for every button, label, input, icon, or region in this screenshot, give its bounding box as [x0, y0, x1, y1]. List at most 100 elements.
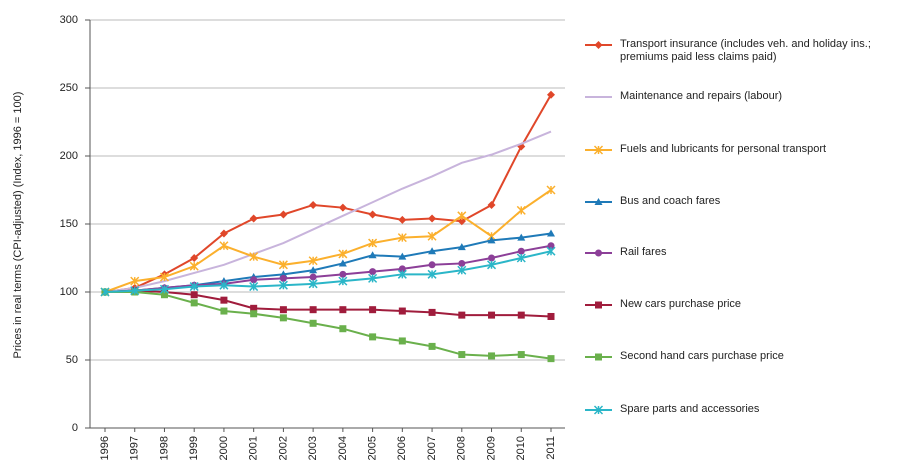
- marker: [338, 259, 347, 267]
- y-tick-label: 300: [60, 14, 78, 26]
- marker: [190, 291, 198, 299]
- marker: [339, 306, 347, 314]
- marker: [249, 282, 259, 292]
- marker: [278, 260, 288, 270]
- legend-item: [585, 198, 612, 205]
- marker: [594, 198, 603, 205]
- marker: [249, 214, 258, 223]
- marker: [308, 279, 318, 289]
- marker: [516, 253, 526, 263]
- x-tick-label: 2003: [307, 436, 319, 460]
- y-tick-label: 150: [60, 218, 78, 230]
- marker: [339, 325, 347, 333]
- marker: [250, 304, 258, 312]
- marker: [488, 352, 496, 360]
- marker: [398, 307, 406, 315]
- marker: [595, 353, 602, 361]
- y-axis-label: Prices in real terms (CPI-adjusted) (Ind…: [12, 92, 24, 359]
- marker: [130, 276, 140, 286]
- marker: [546, 246, 556, 256]
- marker: [369, 333, 377, 341]
- series-line: [104, 94, 552, 293]
- marker: [595, 301, 602, 309]
- marker: [487, 236, 496, 244]
- x-tick-label: 2008: [456, 436, 468, 460]
- legend-item: [585, 353, 612, 361]
- x-tick-label: 1999: [188, 436, 200, 460]
- legend-label: Fuels and lubricants for personal transp…: [620, 143, 827, 155]
- marker: [219, 241, 229, 251]
- marker: [338, 249, 348, 259]
- series-line: [104, 130, 552, 293]
- legend-label: Rail fares: [620, 246, 667, 258]
- x-tick-label: 2007: [426, 436, 438, 460]
- series-line: [104, 250, 552, 293]
- series-line: [104, 289, 552, 318]
- x-tick-label: 1997: [129, 436, 141, 460]
- x-tick-label: 1998: [158, 436, 170, 460]
- marker: [517, 351, 525, 359]
- marker: [458, 311, 466, 319]
- marker: [309, 306, 317, 314]
- marker: [595, 249, 602, 257]
- marker: [547, 355, 555, 363]
- series-line: [105, 291, 552, 360]
- marker: [398, 252, 407, 260]
- marker: [279, 306, 287, 314]
- y-tick-label: 200: [60, 150, 78, 162]
- legend-item: [585, 145, 612, 155]
- marker: [338, 276, 348, 286]
- marker: [220, 296, 228, 304]
- marker: [249, 252, 259, 262]
- marker: [517, 233, 526, 241]
- marker: [398, 337, 406, 345]
- legend-label: Maintenance and repairs (labour): [620, 90, 783, 102]
- marker: [428, 214, 437, 223]
- marker: [397, 233, 407, 243]
- marker: [130, 286, 140, 296]
- x-tick-label: 2005: [367, 436, 379, 460]
- x-tick-label: 2011: [545, 436, 557, 460]
- legend-item: [585, 249, 612, 257]
- marker: [427, 231, 437, 241]
- marker: [398, 215, 407, 224]
- legend-label: New cars purchase price: [620, 298, 742, 310]
- marker: [250, 310, 258, 318]
- marker: [458, 259, 466, 267]
- y-tick-label: 100: [60, 286, 78, 298]
- marker: [190, 299, 198, 307]
- marker: [547, 312, 555, 320]
- legend-item: [585, 41, 612, 49]
- marker: [488, 311, 496, 319]
- marker: [593, 145, 604, 155]
- marker: [547, 242, 555, 250]
- marker: [487, 200, 496, 209]
- marker: [368, 251, 377, 259]
- legend-label: Spare parts and accessories: [620, 403, 760, 415]
- marker: [457, 265, 467, 275]
- marker: [547, 229, 555, 237]
- marker: [219, 280, 229, 290]
- marker: [369, 268, 377, 276]
- marker: [488, 254, 496, 262]
- marker: [279, 274, 287, 282]
- marker: [250, 276, 258, 284]
- x-tick-label: 2006: [396, 436, 408, 460]
- marker: [189, 282, 199, 292]
- y-tick-label: 250: [60, 82, 78, 94]
- legend-label: Second hand cars purchase price: [620, 350, 784, 362]
- legend-item: [585, 301, 612, 309]
- marker: [309, 273, 317, 281]
- marker: [338, 203, 347, 212]
- marker: [428, 308, 436, 316]
- marker: [220, 307, 228, 315]
- legend-label: Transport insurance (includes veh. and h…: [620, 38, 871, 63]
- marker: [279, 210, 288, 219]
- x-tick-label: 2010: [515, 436, 527, 460]
- marker: [428, 247, 437, 255]
- marker: [339, 270, 347, 278]
- marker: [159, 284, 169, 294]
- x-tick-label: 2002: [277, 436, 289, 460]
- marker: [547, 90, 555, 99]
